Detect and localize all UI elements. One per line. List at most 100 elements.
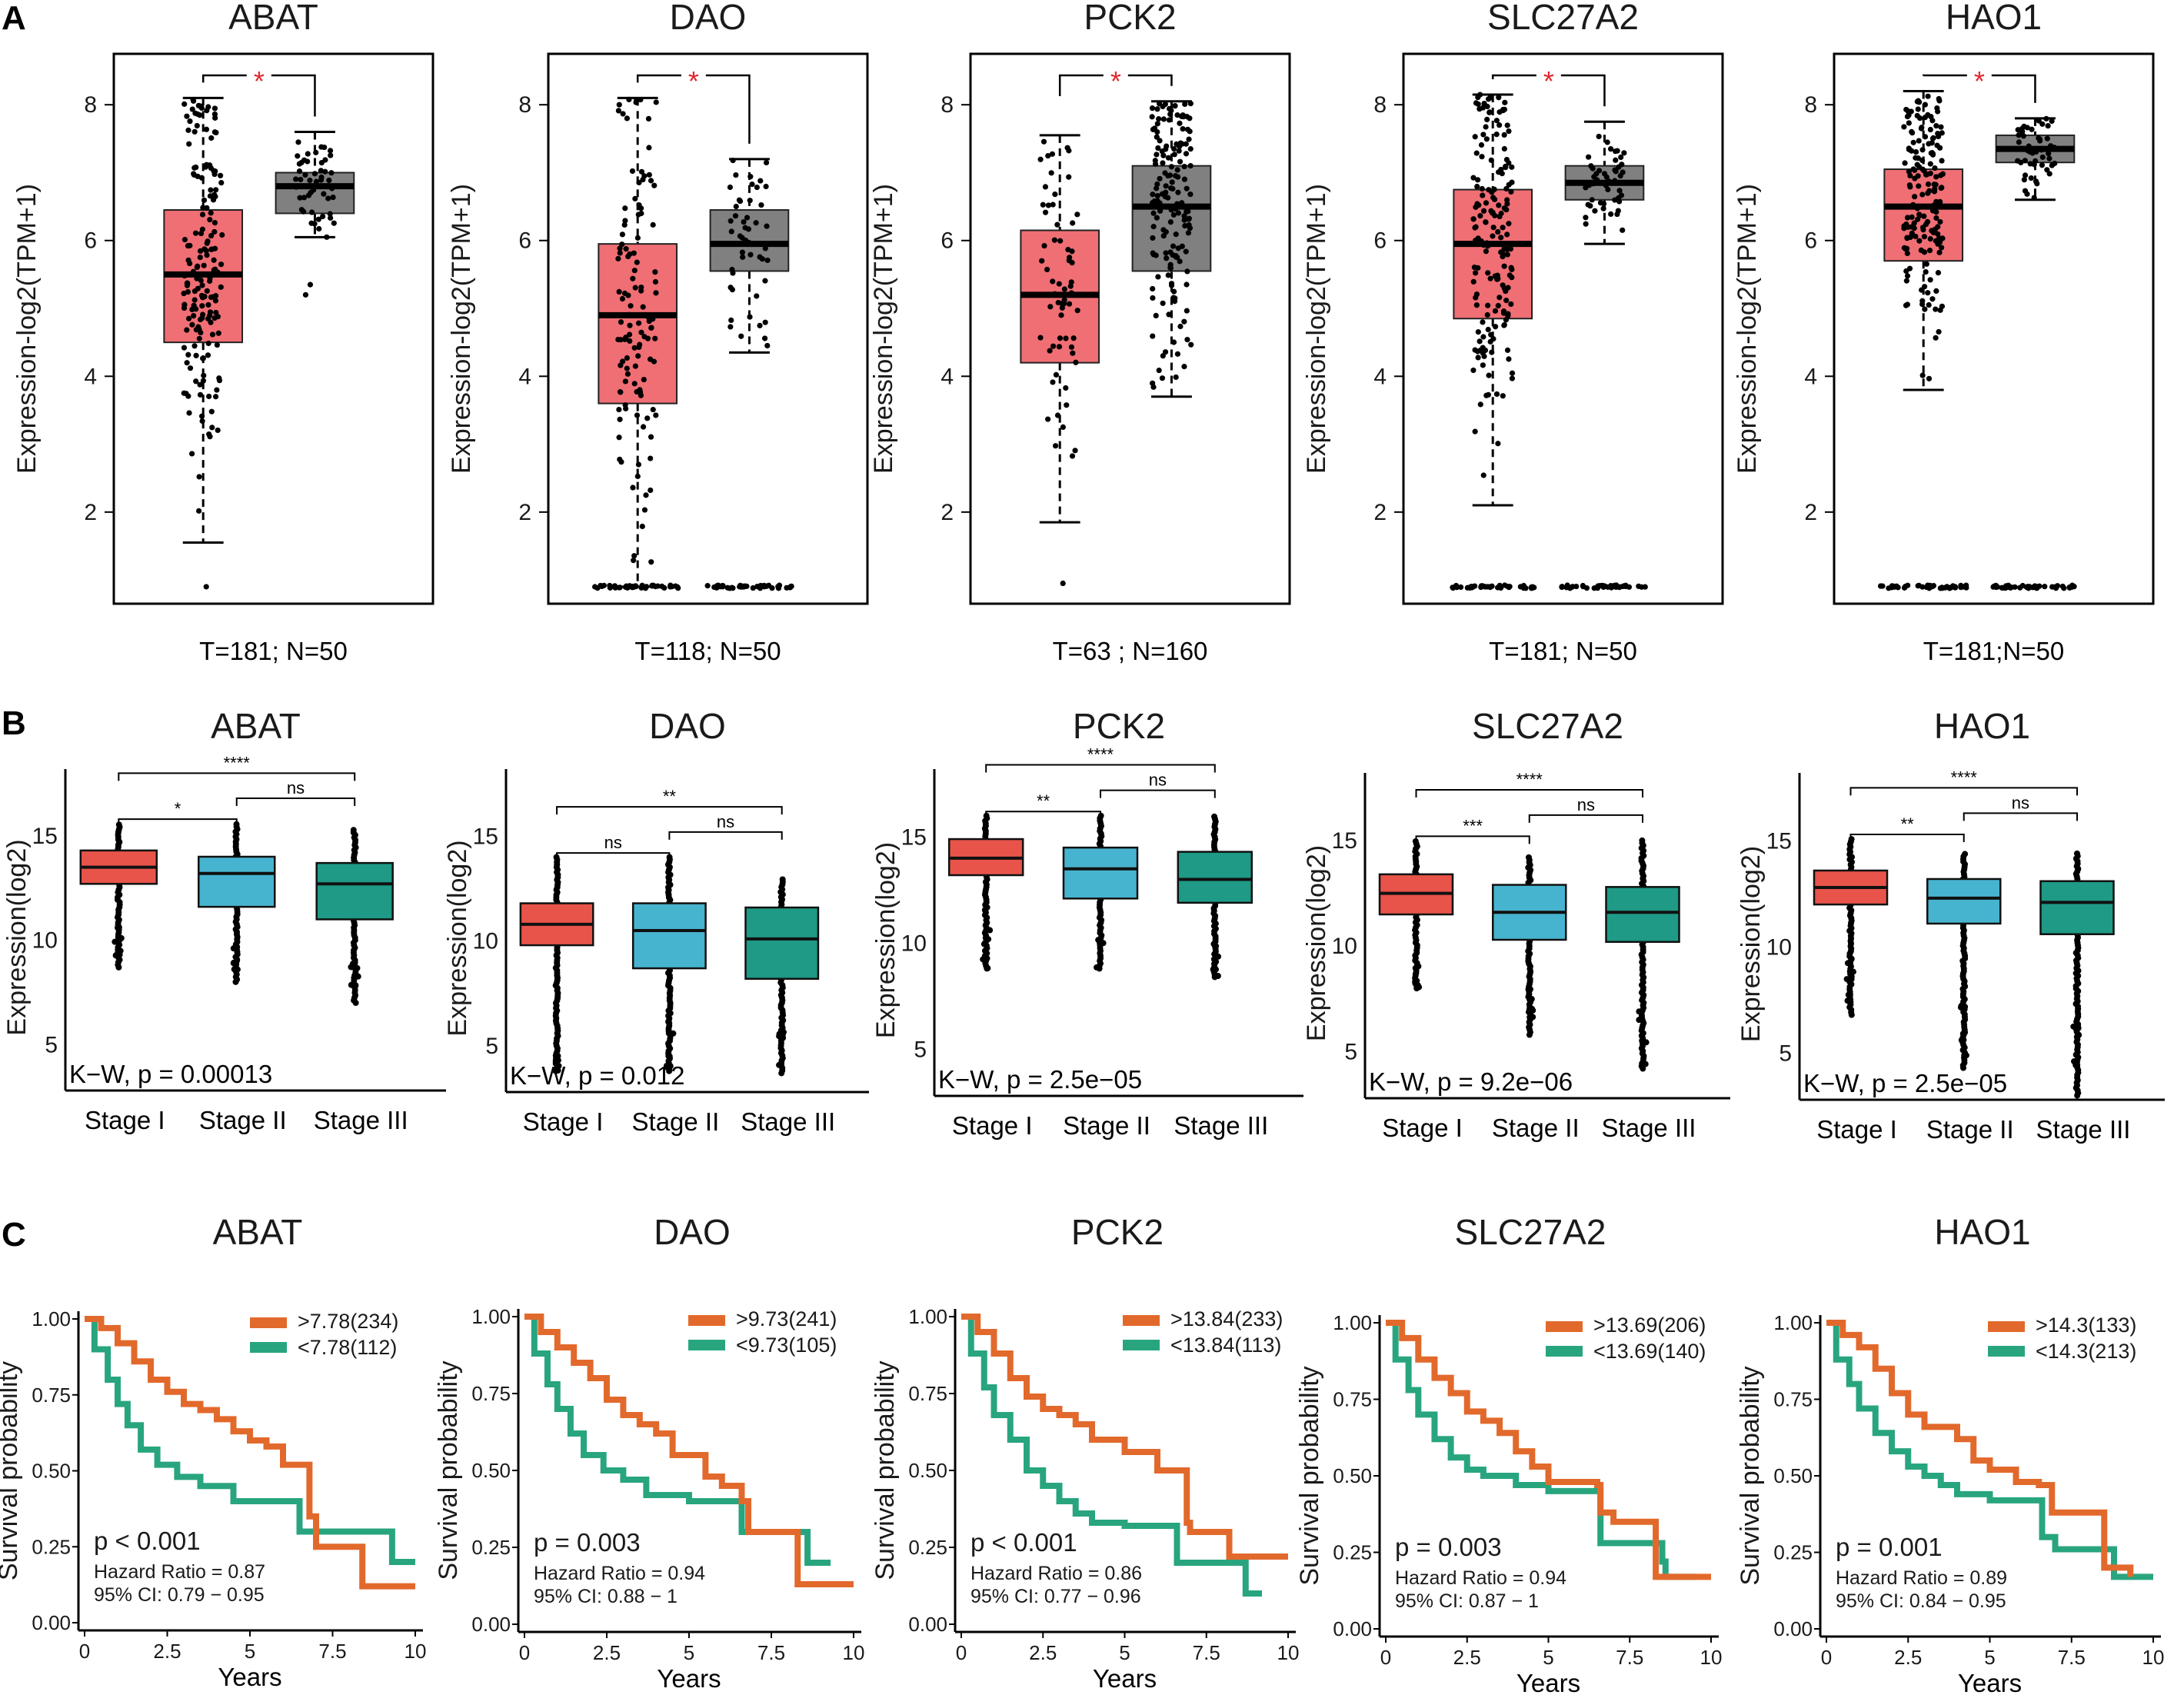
y-tick-label: 6 <box>941 228 954 254</box>
data-point <box>1057 238 1064 244</box>
data-point <box>1475 235 1481 241</box>
hazard-ratio: Hazard Ratio = 0.89 <box>1836 1567 2007 1589</box>
data-point <box>1473 291 1480 298</box>
tumor-box <box>592 96 681 591</box>
data-point <box>1475 329 1481 335</box>
data-point <box>1160 152 1167 158</box>
data-point <box>1170 243 1177 249</box>
data-point <box>636 179 642 186</box>
bracket-stage1-stage3: **** <box>985 744 1216 773</box>
bracket-line <box>1528 814 1643 823</box>
data-point <box>639 523 645 530</box>
data-point <box>204 205 210 211</box>
plot-title: HAO1 <box>1946 0 2042 37</box>
data-point <box>1919 372 1926 378</box>
x-tick-label: 7.5 <box>2058 1646 2086 1669</box>
data-point <box>1497 122 1503 128</box>
y-tick-label: 0.50 <box>471 1459 511 1482</box>
data-point <box>1925 93 1931 99</box>
data-point <box>1604 139 1610 145</box>
data-point <box>1045 202 1051 208</box>
data-point <box>1180 125 1186 132</box>
y-axis-label: Expression(log2) <box>1736 846 1766 1042</box>
outlier-point <box>779 1031 786 1038</box>
outlier-point <box>1415 963 1422 970</box>
data-point <box>1639 837 1646 844</box>
data-point <box>1495 228 1501 235</box>
data-point <box>1045 416 1051 422</box>
data-point <box>2039 147 2045 153</box>
zero-point <box>788 583 794 589</box>
bracket-label: **** <box>224 753 251 772</box>
stage-3-box <box>2039 850 2115 1099</box>
data-point <box>1935 224 1941 230</box>
data-point <box>1933 174 1939 180</box>
km-curve-low <box>85 1316 415 1565</box>
outlier-point <box>1214 972 1221 979</box>
data-point <box>1047 304 1054 310</box>
data-point <box>191 297 198 303</box>
significance-bracket: * <box>201 65 316 117</box>
data-point <box>1612 167 1618 173</box>
y-tick-label: 0.75 <box>471 1382 511 1405</box>
data-point <box>313 149 319 155</box>
zero-point <box>1960 584 1966 590</box>
data-point <box>1073 359 1079 365</box>
data-point <box>1930 135 1936 141</box>
bracket-line <box>235 798 356 806</box>
data-point <box>2046 171 2052 177</box>
zero-point <box>639 582 645 588</box>
data-point <box>1922 306 1928 312</box>
plot-title: DAO <box>649 706 726 746</box>
data-point <box>316 225 322 232</box>
data-point <box>2044 167 2050 173</box>
zero-point <box>617 584 623 591</box>
normal-box <box>1131 100 1212 398</box>
data-point <box>2019 128 2026 135</box>
data-point <box>190 268 197 275</box>
data-point <box>1074 211 1080 218</box>
data-point <box>1162 101 1168 107</box>
data-point <box>631 553 638 559</box>
data-point <box>210 197 217 203</box>
iqr-box <box>1926 877 2002 925</box>
data-point <box>1048 170 1054 176</box>
data-point <box>1059 305 1065 311</box>
data-point <box>1496 169 1502 175</box>
data-point <box>1480 208 1487 214</box>
data-point <box>1486 372 1492 378</box>
data-point <box>1473 150 1480 156</box>
data-point <box>1506 128 1512 135</box>
significance-star: * <box>254 65 265 97</box>
y-tick-label: 0.00 <box>1333 1617 1372 1640</box>
data-point <box>198 277 204 284</box>
data-point <box>1495 441 1501 447</box>
y-tick-label: 2 <box>1373 500 1387 525</box>
y-tick-label: 0.25 <box>471 1536 511 1559</box>
data-point <box>1177 120 1183 126</box>
data-point <box>181 290 187 297</box>
data-point <box>1936 98 1943 104</box>
data-point <box>618 459 624 465</box>
x-tick-label: Stage I <box>85 1106 165 1134</box>
data-point <box>1164 143 1170 149</box>
km-legend: >9.73(241) <9.73(105) <box>688 1307 837 1357</box>
outlier-point <box>1638 1014 1645 1021</box>
kruskal-wallis-p: K−W, p = 2.5e−05 <box>1803 1069 2007 1097</box>
confidence-interval: 95% CI: 0.84 − 0.95 <box>1836 1590 2006 1612</box>
data-point <box>197 255 203 261</box>
bracket-label: *** <box>1463 816 1483 835</box>
zero-point <box>1497 584 1504 591</box>
data-point <box>1173 206 1179 212</box>
legend-swatch-low <box>688 1340 725 1350</box>
data-point <box>205 352 211 358</box>
zero-point <box>623 583 630 589</box>
x-tick-label: 2.5 <box>1894 1646 1922 1669</box>
zero-point <box>644 584 650 590</box>
data-point <box>1496 202 1502 208</box>
bracket-stage1-stage2: *** <box>1415 816 1530 844</box>
data-point <box>1909 214 1915 220</box>
data-point <box>1616 195 1622 201</box>
